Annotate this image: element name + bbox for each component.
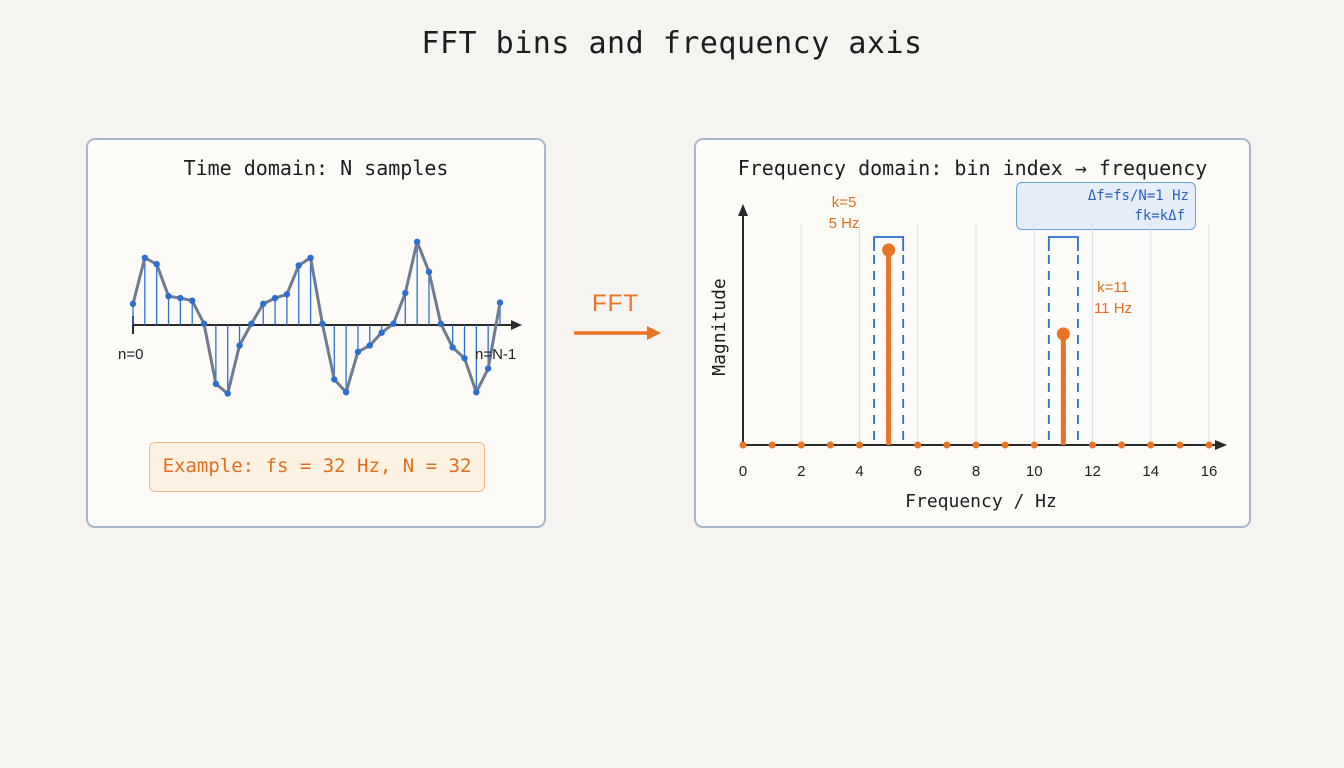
n-end-label: n=N-1 [475,346,516,363]
x-tick-label: 4 [855,463,863,480]
sample-point [165,293,172,300]
spectrum-chart: 0 2 4 6 8 10 12 14 16 Magnitude Frequency / Hz k… [709,194,1227,512]
sample-point [461,355,468,362]
sample-point [331,376,338,383]
signal-waveform [131,240,502,395]
x-axis-arrowhead [1215,440,1227,450]
sample-points [129,238,504,397]
spectrum-bin-point [856,441,863,449]
sample-point [366,342,373,349]
spectrum-bin-point [1001,441,1009,449]
sample-point [307,254,314,261]
sample-point [248,320,255,327]
spectrum-bin-point [914,441,922,449]
sample-point [354,348,362,356]
x-tick-label: 0 [739,463,747,480]
spectrum-bin-point [1030,441,1038,449]
x-tick-label: 8 [972,463,980,480]
sample-point [153,261,160,268]
time-panel-title: Time domain: N samples [183,156,449,180]
sample-point [437,320,445,327]
page-title: FFT bins and frequency axis [421,26,923,61]
sample-point [378,329,385,336]
x-tick-label: 12 [1084,463,1101,480]
peak-k5-freq-label: 5 Hz [829,215,860,232]
spectrum-bin-point [1118,441,1126,449]
sample-point [484,365,492,372]
sample-point [200,320,208,327]
fft-arrowhead-icon [647,326,661,340]
y-axis-arrowhead [738,204,748,216]
sample-point [236,342,243,349]
time-signal-plot: n=0 n=N-1 [118,238,522,397]
fft-arrow-label: FFT [592,290,639,317]
spectrum-axes [738,204,1227,450]
highlighted-bin-boxes [873,236,1079,445]
spectrum-bin-point [739,441,747,449]
x-tick-label: 14 [1142,463,1159,480]
spectrum-bin-point [972,441,980,449]
x-tick-label: 2 [797,463,805,480]
peak-k5-bin-label: k=5 [832,194,857,211]
spectrum-peak-point [882,243,896,257]
peak-k11-bin-label: k=11 [1097,279,1129,296]
x-tick-labels: 0 2 4 6 8 10 12 14 16 [739,463,1218,480]
spectrum-bin-point [1176,441,1184,449]
sample-point [271,294,279,302]
sample-point [402,289,409,297]
sample-point [425,268,433,276]
spectrum-bin-point [768,441,776,449]
y-axis-title: Magnitude [709,278,730,376]
sample-point [413,238,421,245]
spectrum-bin-point [1205,441,1213,449]
frequency-domain-panel: Frequency domain: bin index → frequency … [694,138,1251,528]
spectrum-bin-point [1089,441,1096,449]
time-axis-arrowhead [511,320,522,330]
x-axis-title: Frequency / Hz [905,491,1057,512]
spectrum-bin-point [826,441,834,449]
time-axis [132,316,522,334]
sample-point [496,299,504,306]
n-start-label: n=0 [118,346,143,363]
sample-point [342,389,350,396]
sample-point [449,344,456,351]
grid-lines [800,224,1210,445]
sample-point [129,300,137,308]
sample-stems [132,241,501,394]
spectrum-peak-point [1056,327,1070,341]
sample-point [141,254,149,261]
spectrum-bin-point [1147,441,1155,449]
sample-point [212,380,220,388]
example-parameters-box: Example: fs = 32 Hz, N = 32 [149,442,485,492]
spectrum-bin-point [797,441,805,449]
x-tick-label: 10 [1026,463,1043,480]
sample-point [295,262,302,269]
sample-point [260,300,267,308]
spectrum-stems [739,243,1213,449]
sample-point [390,320,397,327]
x-tick-label: 6 [914,463,922,480]
spectrum-bin-point [943,441,951,449]
delta-f-formula: Δf=fs/N=1 Hz [1087,188,1189,204]
fk-formula: fk=kΔf [1134,208,1185,224]
delta-f-box: Δf=fs/N=1 Hz fk=kΔf [1016,182,1196,230]
sample-point [224,390,231,397]
sample-point [177,294,184,302]
sample-point [473,389,480,396]
freq-panel-title: Frequency domain: bin index → frequency [737,156,1208,180]
sample-point [283,291,291,298]
bin-box-top [1047,236,1079,251]
bin-box-top [873,236,905,251]
time-domain-panel: Time domain: N samples n=0 n=N-1 Example… [86,138,546,528]
sample-point [319,320,326,327]
peak-k11-freq-label: 11 Hz [1094,300,1132,317]
x-tick-label: 16 [1201,463,1218,480]
sample-point [188,297,196,304]
